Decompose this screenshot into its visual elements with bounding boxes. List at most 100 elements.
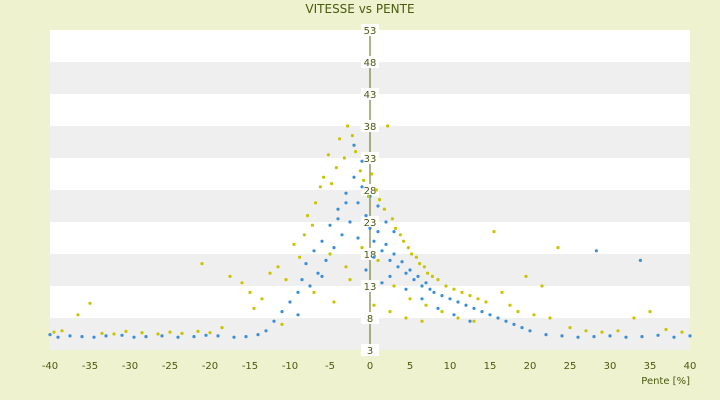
y-tick-label: 23 [364, 218, 377, 229]
data-point [348, 278, 352, 282]
data-point [452, 313, 456, 317]
data-point [298, 255, 302, 259]
data-point [352, 143, 356, 147]
data-point [376, 258, 380, 262]
data-point [310, 223, 314, 227]
data-point [560, 334, 564, 338]
data-point [256, 333, 260, 337]
data-point [144, 335, 148, 339]
x-axis-label: Pente [%] [641, 376, 690, 387]
data-point [488, 313, 492, 317]
x-tick-label: -10 [282, 361, 298, 372]
data-point [220, 326, 224, 330]
data-point [384, 220, 388, 224]
data-point [346, 124, 350, 128]
data-point [168, 330, 172, 334]
data-point [322, 175, 326, 179]
data-point [100, 331, 104, 335]
data-point [324, 258, 328, 262]
data-point [640, 335, 644, 339]
y-tick: 8 [361, 312, 379, 325]
data-point [344, 265, 348, 269]
data-point [360, 246, 364, 250]
data-point [388, 274, 392, 278]
data-point [140, 331, 144, 335]
data-point [608, 334, 612, 338]
x-tick-label: -30 [122, 361, 138, 372]
data-point [348, 220, 352, 224]
data-point [384, 242, 388, 246]
data-point [408, 297, 412, 301]
data-point [60, 329, 64, 333]
data-point [414, 255, 418, 259]
data-point [340, 233, 344, 237]
data-point [422, 265, 426, 269]
x-tick-label: -15 [242, 361, 258, 372]
data-point [420, 319, 424, 323]
data-point [548, 316, 552, 320]
data-point [444, 284, 448, 288]
series-a-points [48, 143, 692, 339]
data-point [524, 274, 528, 278]
data-point [508, 303, 512, 307]
data-point [372, 239, 376, 243]
data-point [448, 297, 452, 301]
data-point [418, 262, 422, 266]
y-tick-label: 48 [364, 58, 377, 69]
data-point [316, 271, 320, 275]
data-point [302, 233, 306, 237]
data-point [456, 300, 460, 304]
data-point [200, 262, 204, 266]
data-point [120, 333, 124, 337]
data-point [320, 274, 324, 278]
data-point [516, 310, 520, 314]
x-tick-label: 5 [407, 361, 413, 372]
data-point [336, 207, 340, 211]
chart-title: VITESSE vs PENTE [305, 2, 415, 16]
data-point [326, 153, 330, 157]
y-tick: 38 [361, 120, 379, 133]
data-point [392, 284, 396, 288]
data-point [276, 265, 280, 269]
x-tick-label: 35 [644, 361, 657, 372]
data-point [208, 331, 212, 335]
data-point [124, 329, 128, 333]
data-point [318, 185, 322, 189]
y-tick: 18 [361, 248, 379, 261]
data-point [544, 333, 548, 337]
data-point [360, 159, 364, 163]
data-point [288, 300, 292, 304]
data-point [364, 268, 368, 272]
data-point [656, 333, 660, 337]
data-point [344, 201, 348, 205]
data-point [364, 214, 368, 218]
data-point [480, 310, 484, 314]
data-point [268, 271, 272, 275]
data-point [632, 316, 636, 320]
data-point [342, 156, 346, 160]
data-point [252, 306, 256, 310]
y-tick: 3 [361, 344, 379, 357]
data-point [160, 334, 164, 338]
data-point [468, 319, 472, 323]
data-point [496, 316, 500, 320]
data-point [350, 134, 354, 138]
data-point [372, 303, 376, 307]
data-point [392, 230, 396, 234]
series-b-points [52, 124, 684, 336]
data-point [500, 290, 504, 294]
data-point [228, 274, 232, 278]
data-point [272, 319, 276, 323]
data-point [398, 233, 402, 237]
data-point [420, 284, 424, 288]
data-point [576, 335, 580, 339]
data-point [512, 322, 516, 326]
data-point [672, 335, 676, 339]
y-tick: 13 [361, 280, 379, 293]
data-point [280, 322, 284, 326]
data-point [428, 287, 432, 291]
data-point [328, 223, 332, 227]
data-point [354, 150, 358, 154]
data-point [472, 319, 476, 323]
data-point [300, 278, 304, 282]
